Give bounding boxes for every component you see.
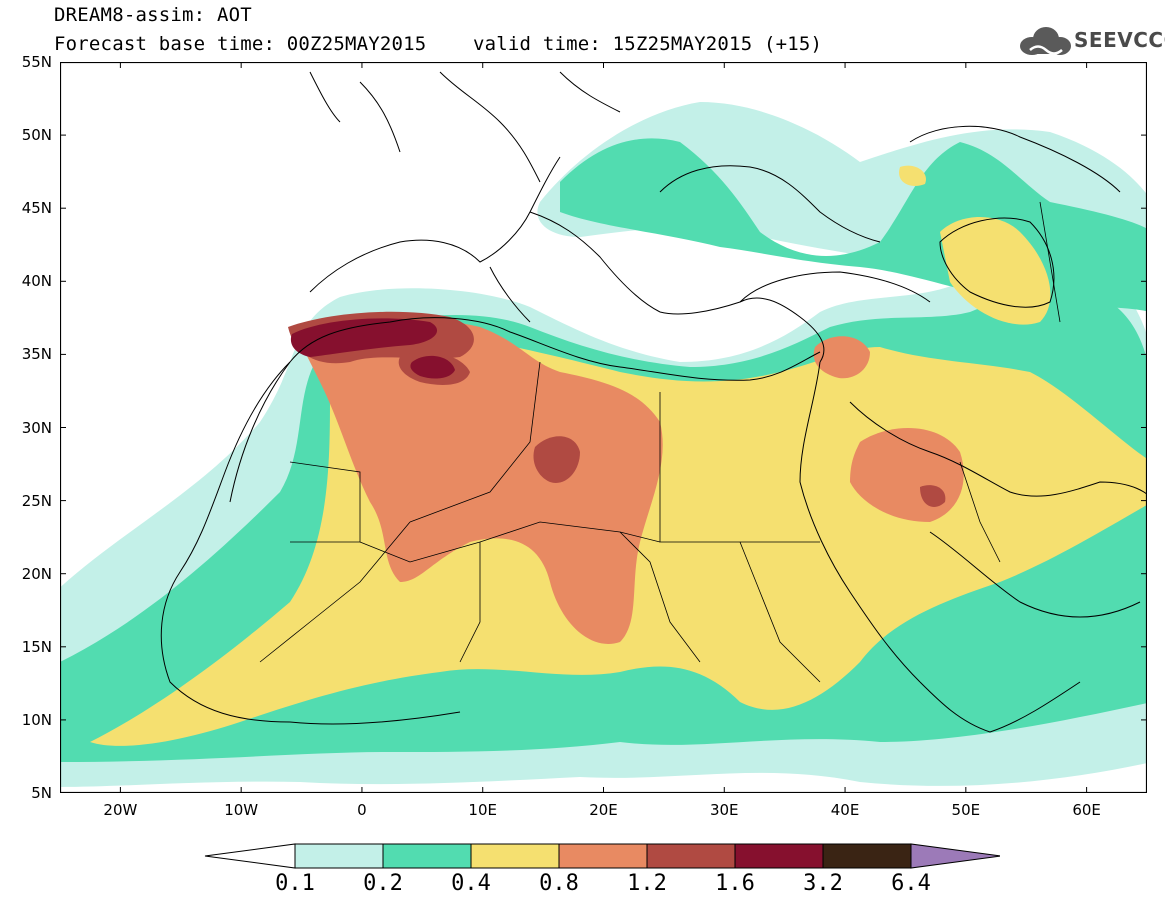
lon-label: 20W xyxy=(103,801,138,819)
lon-label: 40E xyxy=(830,801,860,819)
aot-band-0.8-levant xyxy=(813,336,870,379)
lon-label: 30E xyxy=(709,801,739,819)
colorbar-level-label: 1.6 xyxy=(715,871,755,896)
axis-ticks xyxy=(60,62,1147,793)
lon-label: 0 xyxy=(357,801,367,819)
aot-band-0.4-ne xyxy=(940,217,1051,325)
lat-label: 5N xyxy=(31,784,52,802)
cloud-icon xyxy=(1020,27,1071,55)
aot-band-1.6-b xyxy=(410,355,455,379)
lon-label: 20E xyxy=(589,801,618,819)
aot-band-1.2-d xyxy=(920,485,946,507)
colorbar-level-label: 0.8 xyxy=(539,871,579,896)
colorbar-segment xyxy=(470,843,560,869)
map-title: DREAM8-assim: AOT xyxy=(54,4,252,26)
colorbar xyxy=(204,843,1000,869)
lat-label: 10N xyxy=(21,710,52,729)
colorbar-segment xyxy=(558,843,648,869)
colorbar-high-arrow xyxy=(910,843,1000,869)
lat-label: 45N xyxy=(21,199,52,218)
lon-label: 10E xyxy=(468,801,497,819)
lon-label: 60E xyxy=(1072,801,1101,819)
logo-text: SEEVCCC xyxy=(1074,28,1165,52)
lat-label: 20N xyxy=(21,564,52,583)
colorbar-segment xyxy=(294,843,384,869)
colorbar-level-label: 3.2 xyxy=(803,871,843,896)
colorbar-level-label: 6.4 xyxy=(891,871,931,896)
aot-band-0.8 xyxy=(300,318,663,644)
colorbar-segment xyxy=(734,843,824,869)
lat-label: 25N xyxy=(21,491,52,510)
lon-label: 50E xyxy=(951,801,981,819)
lat-label: 30N xyxy=(21,418,52,437)
colorbar-level-label: 0.2 xyxy=(363,871,403,896)
colorbar-level-label: 1.2 xyxy=(627,871,667,896)
colorbar-segment xyxy=(382,843,472,869)
lat-label: 15N xyxy=(21,637,52,656)
lat-label: 55N xyxy=(21,53,52,71)
colorbar-low-arrow xyxy=(204,843,296,869)
map-subtitle: Forecast base time: 00Z25MAY2015 valid t… xyxy=(54,33,823,55)
lat-label: 35N xyxy=(21,345,52,364)
aot-band-1.6 xyxy=(290,318,438,357)
lat-label: 50N xyxy=(21,126,52,145)
aot-band-1.2-c xyxy=(533,436,580,483)
colorbar-level-label: 0.4 xyxy=(451,871,491,896)
country-borders xyxy=(259,201,1061,683)
seevccc-logo xyxy=(1020,27,1071,55)
colorbar-level-label: 0.1 xyxy=(275,871,315,896)
aot-map xyxy=(60,62,1147,793)
aot-field xyxy=(60,102,1147,787)
aot-band-0.4-spot xyxy=(899,165,926,187)
lon-label: 10W xyxy=(224,801,259,819)
coastlines xyxy=(160,71,1147,733)
lat-label: 40N xyxy=(21,272,52,291)
colorbar-segment xyxy=(646,843,736,869)
colorbar-segment xyxy=(822,843,912,869)
